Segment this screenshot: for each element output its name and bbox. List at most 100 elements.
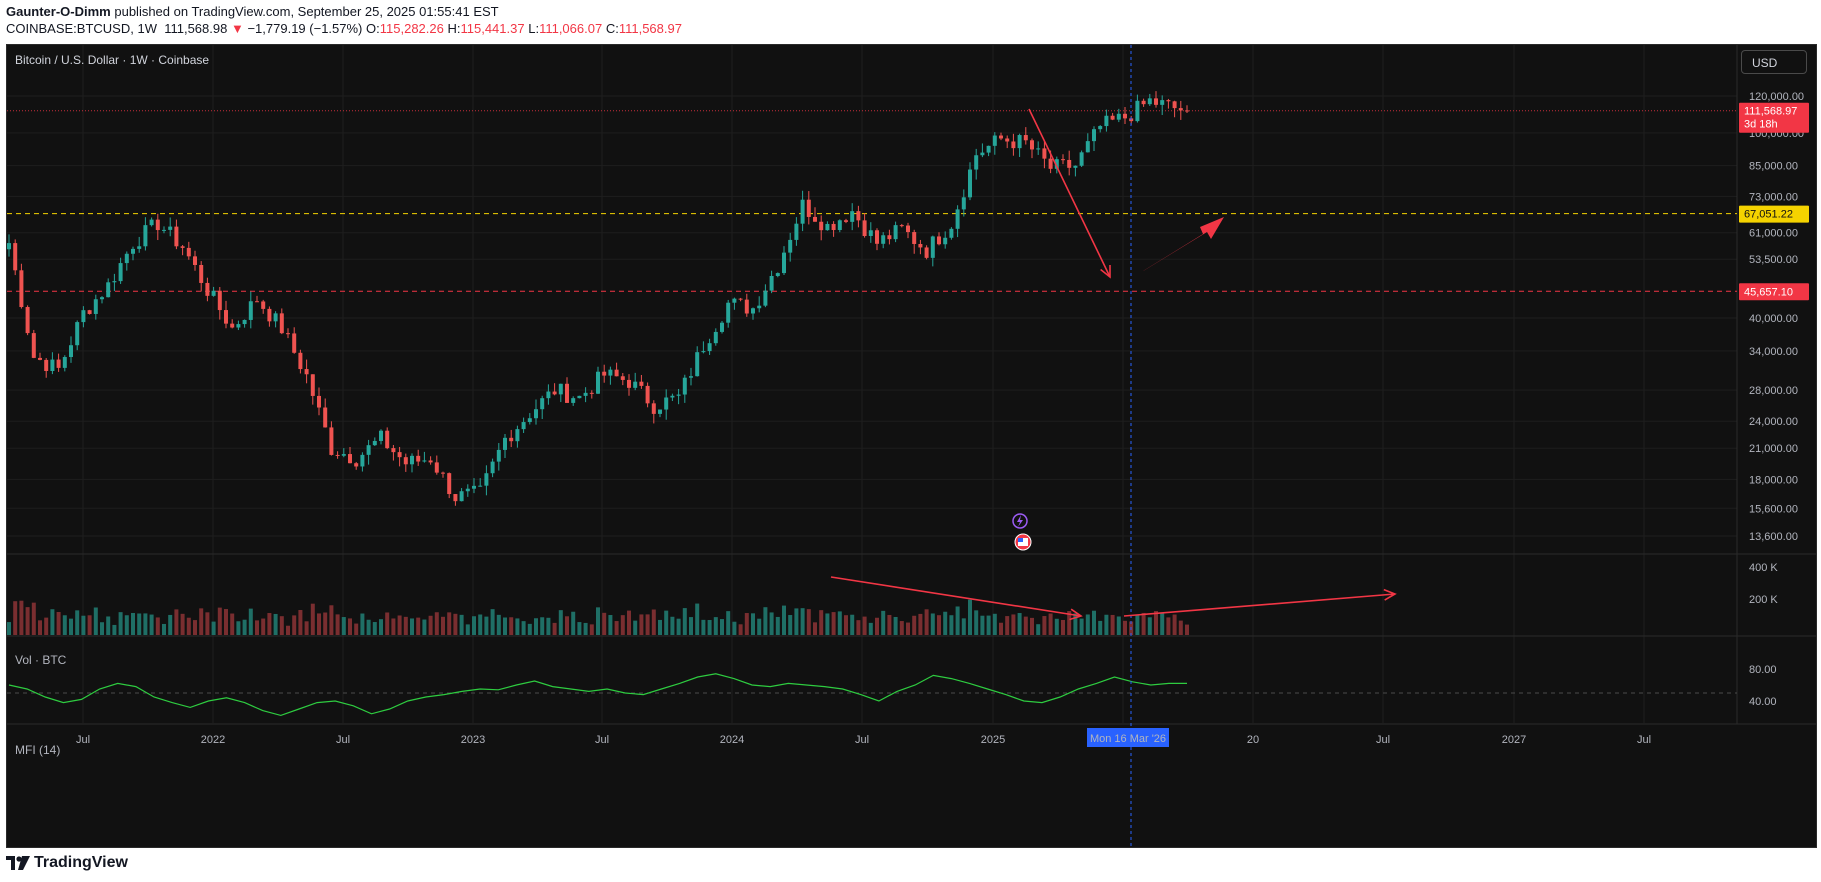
volume-bar (695, 603, 700, 635)
volume-bar (701, 619, 706, 635)
crosshair-date-label: Mon 16 Mar '26 (1087, 728, 1169, 747)
candle-body (893, 225, 898, 240)
candle-body (639, 381, 644, 386)
volume-bar (751, 613, 755, 635)
volume-bar (403, 616, 408, 635)
candle-body (732, 298, 737, 303)
volume-bar (1166, 617, 1171, 635)
candle-body (112, 281, 117, 283)
volume-bar (317, 613, 321, 635)
volume-bar (782, 605, 786, 635)
horizontal-lines (7, 110, 1737, 292)
candle-body (335, 454, 340, 456)
volume-bar (552, 622, 557, 635)
volume-bar (205, 612, 210, 635)
crosshair-date-bg (1087, 728, 1169, 747)
volume-bar (521, 621, 526, 635)
candle-body (1036, 148, 1041, 150)
candle-body (484, 473, 489, 486)
volume-bar (596, 607, 600, 635)
volume-bar (50, 609, 55, 635)
volume-bar (62, 615, 67, 635)
candle-body (1123, 113, 1127, 119)
tradingview-logo[interactable]: TradingView (6, 854, 128, 872)
chart-legend-title[interactable]: Bitcoin / U.S. Dollar · 1W · Coinbase (15, 53, 210, 67)
tradingview-logo-text: TradingView (34, 854, 128, 871)
time-tick: 2024 (720, 734, 744, 746)
volume-bar (540, 617, 545, 635)
volume-bar (397, 615, 402, 635)
candle-body (961, 197, 966, 210)
volume-tick: 400 K (1749, 562, 1778, 574)
lightning-glyph-icon (1017, 515, 1023, 527)
mfi-legend[interactable]: MFI (14) (15, 743, 61, 757)
candle-body (81, 310, 86, 323)
candle-body (1048, 158, 1053, 169)
candle-body (974, 155, 979, 170)
time-tick: 2025 (981, 734, 1005, 746)
time-tick: Jul (855, 734, 869, 746)
candle-body (521, 422, 526, 430)
down-arrow-head (1100, 264, 1111, 279)
candle-body (273, 313, 278, 322)
candle-body (1092, 129, 1096, 142)
volume-bar (763, 607, 768, 635)
volume-bar (416, 617, 421, 635)
volume-bar (428, 615, 433, 635)
candle-body (992, 135, 997, 146)
volume-legend[interactable]: Vol · BTC (15, 653, 67, 667)
volume-bar (1147, 617, 1152, 635)
time-tick: 2023 (461, 734, 485, 746)
volume-bar (1185, 624, 1189, 635)
candle-body (447, 473, 452, 495)
candle-body (304, 369, 309, 375)
candle-body (831, 223, 836, 231)
candle-body (19, 270, 24, 308)
high-value: 115,441.37 (460, 21, 525, 36)
volume-bar (937, 615, 941, 635)
price-change: −1,779.19 (−1.57%) (247, 21, 363, 36)
mfi-tick: 80.00 (1749, 664, 1777, 676)
candle-body (924, 247, 929, 258)
candle-body (813, 216, 817, 222)
candle-body (1005, 138, 1010, 142)
candle-body (943, 237, 948, 245)
candle-body (682, 377, 687, 395)
high-label: H: (447, 21, 461, 36)
chart-frame[interactable]: 140,000.00120,000.00100,000.0085,000.007… (6, 44, 1817, 848)
price-chart[interactable]: 140,000.00120,000.00100,000.0085,000.007… (7, 45, 1816, 847)
volume-bar (441, 616, 445, 635)
volume-bar (571, 611, 576, 635)
volume-series (7, 599, 1189, 635)
price-tag-bg (1739, 283, 1809, 301)
candle-body (1067, 159, 1072, 168)
volume-bar (788, 615, 793, 635)
candle-body (695, 352, 700, 377)
candle-body (868, 230, 873, 236)
volume-bar (44, 617, 49, 635)
candle-body (180, 246, 185, 248)
volume-bar (354, 623, 359, 635)
candle-body (465, 488, 470, 492)
volume-bar (1110, 614, 1115, 635)
publisher-name[interactable]: Gaunter-O-Dimm (6, 4, 111, 19)
currency-button[interactable]: USD (1741, 50, 1807, 74)
candle-body (360, 454, 365, 467)
volume-bar (887, 614, 892, 635)
candle-body (310, 374, 315, 396)
candle-body (341, 454, 346, 456)
candle-body (918, 243, 923, 248)
candle-body (1011, 141, 1016, 149)
volume-bar (1172, 614, 1177, 635)
candle-body (819, 221, 824, 231)
volume-bar (484, 616, 489, 635)
candle-body (69, 345, 73, 358)
volume-bar (893, 616, 898, 635)
volume-bar (658, 619, 662, 635)
candle-body (131, 248, 135, 254)
volume-bar (348, 618, 352, 635)
volume-bar (720, 619, 724, 635)
volume-bar (794, 608, 799, 635)
candle-body (509, 437, 514, 442)
price-tag-text: 111,568.97 (1744, 106, 1797, 118)
